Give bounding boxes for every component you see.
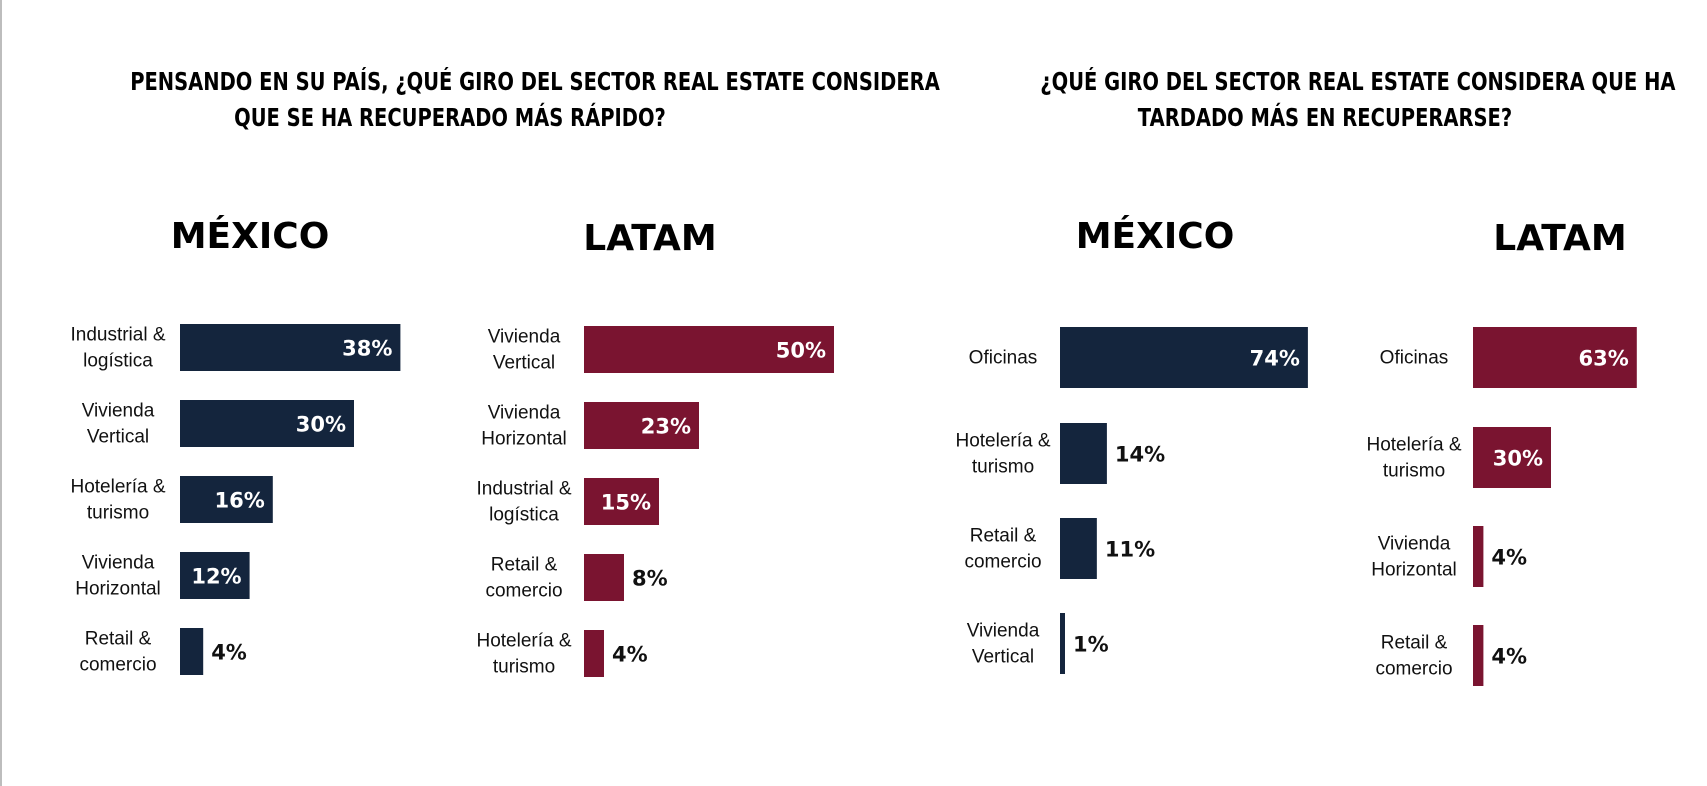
fastest-latam-category-label-2: Vivienda Horizontal <box>481 403 567 450</box>
fastest-mexico-category-label-2: Vivienda Vertical <box>82 401 155 448</box>
fastest-latam-category-label-1: Vivienda Vertical <box>488 327 561 374</box>
question-title-slowest-line-2: TARDADO MÁS EN RECUPERARSE? <box>1137 103 1513 132</box>
fastest-mexico-bar-2 <box>180 400 354 447</box>
slowest-latam-value-label-2: 30% <box>1493 447 1543 471</box>
slowest-mexico-value-label-1: 74% <box>1250 347 1300 371</box>
fastest-mexico-category-label-5: Retail & comercio <box>79 629 156 676</box>
panel-title-slowest-latam: LATAM <box>1493 218 1627 259</box>
question-title-fastest-line-2: QUE SE HA RECUPERADO MÁS RÁPIDO? <box>234 103 666 132</box>
slowest-mexico-value-label-4: 1% <box>1073 633 1109 657</box>
slowest-mexico-bar-2 <box>1060 423 1107 484</box>
slowest-mexico-category-label-4: Vivienda Vertical <box>967 621 1040 668</box>
fastest-latam-value-label-4: 8% <box>632 567 668 591</box>
fastest-latam-value-label-5: 4% <box>612 643 648 667</box>
fastest-latam-bar-4 <box>584 554 624 601</box>
fastest-latam-value-label-1: 50% <box>776 339 826 363</box>
fastest-mexico-bar-4 <box>180 552 250 599</box>
fastest-latam-category-label-3: Industrial & logística <box>476 479 571 526</box>
fastest-latam-category-label-4: Retail & comercio <box>485 555 562 602</box>
fastest-mexico-value-label-3: 16% <box>215 489 265 513</box>
fastest-mexico-value-label-1: 38% <box>342 337 392 361</box>
fastest-mexico-category-label-1: Industrial & logística <box>70 325 165 372</box>
fastest-latam-bar-3 <box>584 478 659 525</box>
slowest-latam-value-label-3: 4% <box>1491 546 1527 570</box>
fastest-latam-bar-5 <box>584 630 604 677</box>
slowest-mexico-bar-4 <box>1060 613 1065 674</box>
slowest-latam-category-label-3: Vivienda Horizontal <box>1371 534 1457 581</box>
slowest-mexico-category-label-3: Retail & comercio <box>964 526 1041 573</box>
question-title-slowest: ¿QUÉ GIRO DEL SECTOR REAL ESTATE CONSIDE… <box>1040 64 1676 136</box>
slowest-latam-bar-1 <box>1473 327 1637 388</box>
fastest-mexico-bar-1 <box>180 324 401 371</box>
slowest-latam-bar-2 <box>1473 427 1551 488</box>
fastest-latam-value-label-2: 23% <box>641 415 691 439</box>
fastest-mexico-value-label-4: 12% <box>191 565 241 589</box>
slowest-latam-category-label-2: Hotelería & turismo <box>1366 435 1461 482</box>
slowest-latam-value-label-4: 4% <box>1491 645 1527 669</box>
panel-title-fastest-mexico: MÉXICO <box>170 216 330 257</box>
fastest-latam-bar-1 <box>584 326 834 373</box>
slowest-mexico-bar-1 <box>1060 327 1308 388</box>
slowest-mexico-bar-3 <box>1060 518 1097 579</box>
slowest-mexico-category-label-1: Oficinas <box>969 348 1038 369</box>
left-border <box>0 0 2 786</box>
fastest-latam-bar-2 <box>584 402 699 449</box>
slowest-latam-category-label-1: Oficinas <box>1380 348 1449 369</box>
slowest-latam-category-label-4: Retail & comercio <box>1375 633 1452 680</box>
fastest-mexico-bar-5 <box>180 628 204 675</box>
fastest-mexico-value-label-2: 30% <box>296 413 346 437</box>
slowest-latam-bar-4 <box>1473 625 1484 686</box>
fastest-mexico-category-label-3: Hotelería & turismo <box>70 477 165 524</box>
fastest-mexico-value-label-5: 4% <box>211 641 247 665</box>
question-title-slowest-line-1: ¿QUÉ GIRO DEL SECTOR REAL ESTATE CONSIDE… <box>1040 67 1676 96</box>
slowest-latam-value-label-1: 63% <box>1579 347 1629 371</box>
slowest-mexico-value-label-3: 11% <box>1105 538 1155 562</box>
fastest-mexico-bar-3 <box>180 476 273 523</box>
panel-title-slowest-mexico: MÉXICO <box>1075 216 1235 257</box>
fastest-mexico-category-label-4: Vivienda Horizontal <box>75 553 161 600</box>
slowest-latam-bar-3 <box>1473 526 1484 587</box>
panel-title-fastest-latam: LATAM <box>583 218 717 259</box>
slowest-mexico-value-label-2: 14% <box>1115 443 1165 467</box>
fastest-latam-category-label-5: Hotelería & turismo <box>476 631 571 678</box>
slowest-mexico-category-label-2: Hotelería & turismo <box>955 431 1050 478</box>
fastest-latam-value-label-3: 15% <box>601 491 651 515</box>
